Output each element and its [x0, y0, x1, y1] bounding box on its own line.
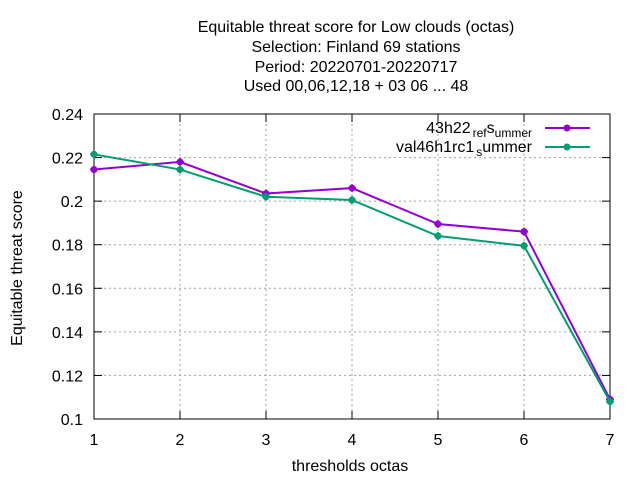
data-point-cross-series-1 [348, 184, 356, 193]
data-point-cross-series-1 [434, 220, 442, 229]
y-tick-label: 0.22 [52, 151, 83, 168]
x-tick-label: 1 [90, 432, 99, 449]
y-tick-label: 0.1 [61, 412, 83, 429]
legend-subscript: ref [473, 126, 488, 140]
y-tick-labels: 0.1 0.12 0.14 0.16 0.18 0.2 0.22 0.24 [52, 107, 83, 429]
legend-part: ummer [482, 139, 532, 156]
legend-subscript: ummer [495, 126, 532, 140]
y-tick-label: 0.24 [52, 107, 83, 124]
legend-part: val46h1rc1 [396, 139, 474, 156]
legend-entry-series-1: 43h22 refsummer [426, 120, 590, 140]
legend-part: 43h22 [426, 120, 471, 137]
legend-marker-series-2 [563, 143, 571, 151]
x-tick-label: 2 [176, 432, 185, 449]
legend-subscript: s [476, 145, 482, 159]
x-tick-labels: 1 2 3 4 5 6 7 [90, 432, 615, 449]
data-point-cross-series-1 [176, 157, 184, 166]
x-axis-label: thresholds octas [292, 458, 409, 475]
legend-label-series-2: val46h1rc1 summer [396, 139, 533, 159]
data-point-cross-series-2 [348, 196, 356, 205]
data-point-cross-series-2 [176, 165, 184, 174]
data-point-cross-series-2 [90, 150, 98, 159]
y-axis-label: Equitable threat score [9, 190, 26, 346]
y-tick-label: 0.18 [52, 238, 83, 255]
data-point-cross-series-2 [606, 397, 614, 406]
title-line-1: Equitable threat score for Low clouds (o… [198, 19, 515, 36]
title-line-3: Period: 20220701-20220717 [255, 59, 458, 76]
legend-entry-series-2: val46h1rc1 summer [396, 139, 590, 159]
data-point-cross-series-2 [262, 192, 270, 201]
chart-title: Equitable threat score for Low clouds (o… [198, 19, 515, 95]
title-line-2: Selection: Finland 69 stations [251, 39, 460, 56]
x-tick-label: 4 [348, 432, 357, 449]
data-point-cross-series-1 [520, 227, 528, 236]
legend-part: s [487, 120, 495, 137]
x-tick-label: 7 [606, 432, 615, 449]
legend: 43h22 refsummer val46h1rc1 summer [396, 120, 590, 159]
y-tick-label: 0.14 [52, 325, 83, 342]
series-layer [90, 150, 614, 406]
title-line-4: Used 00,06,12,18 + 03 06 ... 48 [244, 78, 469, 95]
y-tick-label: 0.12 [52, 368, 83, 385]
data-point-cross-series-1 [90, 165, 98, 174]
x-tick-label: 5 [434, 432, 443, 449]
axis-ticks [93, 113, 611, 420]
y-tick-label: 0.16 [52, 281, 83, 298]
legend-label-series-1: 43h22 refsummer [426, 120, 532, 140]
data-point-cross-series-2 [434, 232, 442, 240]
x-tick-label: 3 [262, 432, 271, 449]
grid [94, 114, 610, 419]
x-tick-label: 6 [520, 432, 529, 449]
y-tick-label: 0.2 [61, 194, 83, 211]
data-point-cross-series-2 [520, 241, 528, 250]
legend-marker-series-1 [563, 124, 571, 132]
